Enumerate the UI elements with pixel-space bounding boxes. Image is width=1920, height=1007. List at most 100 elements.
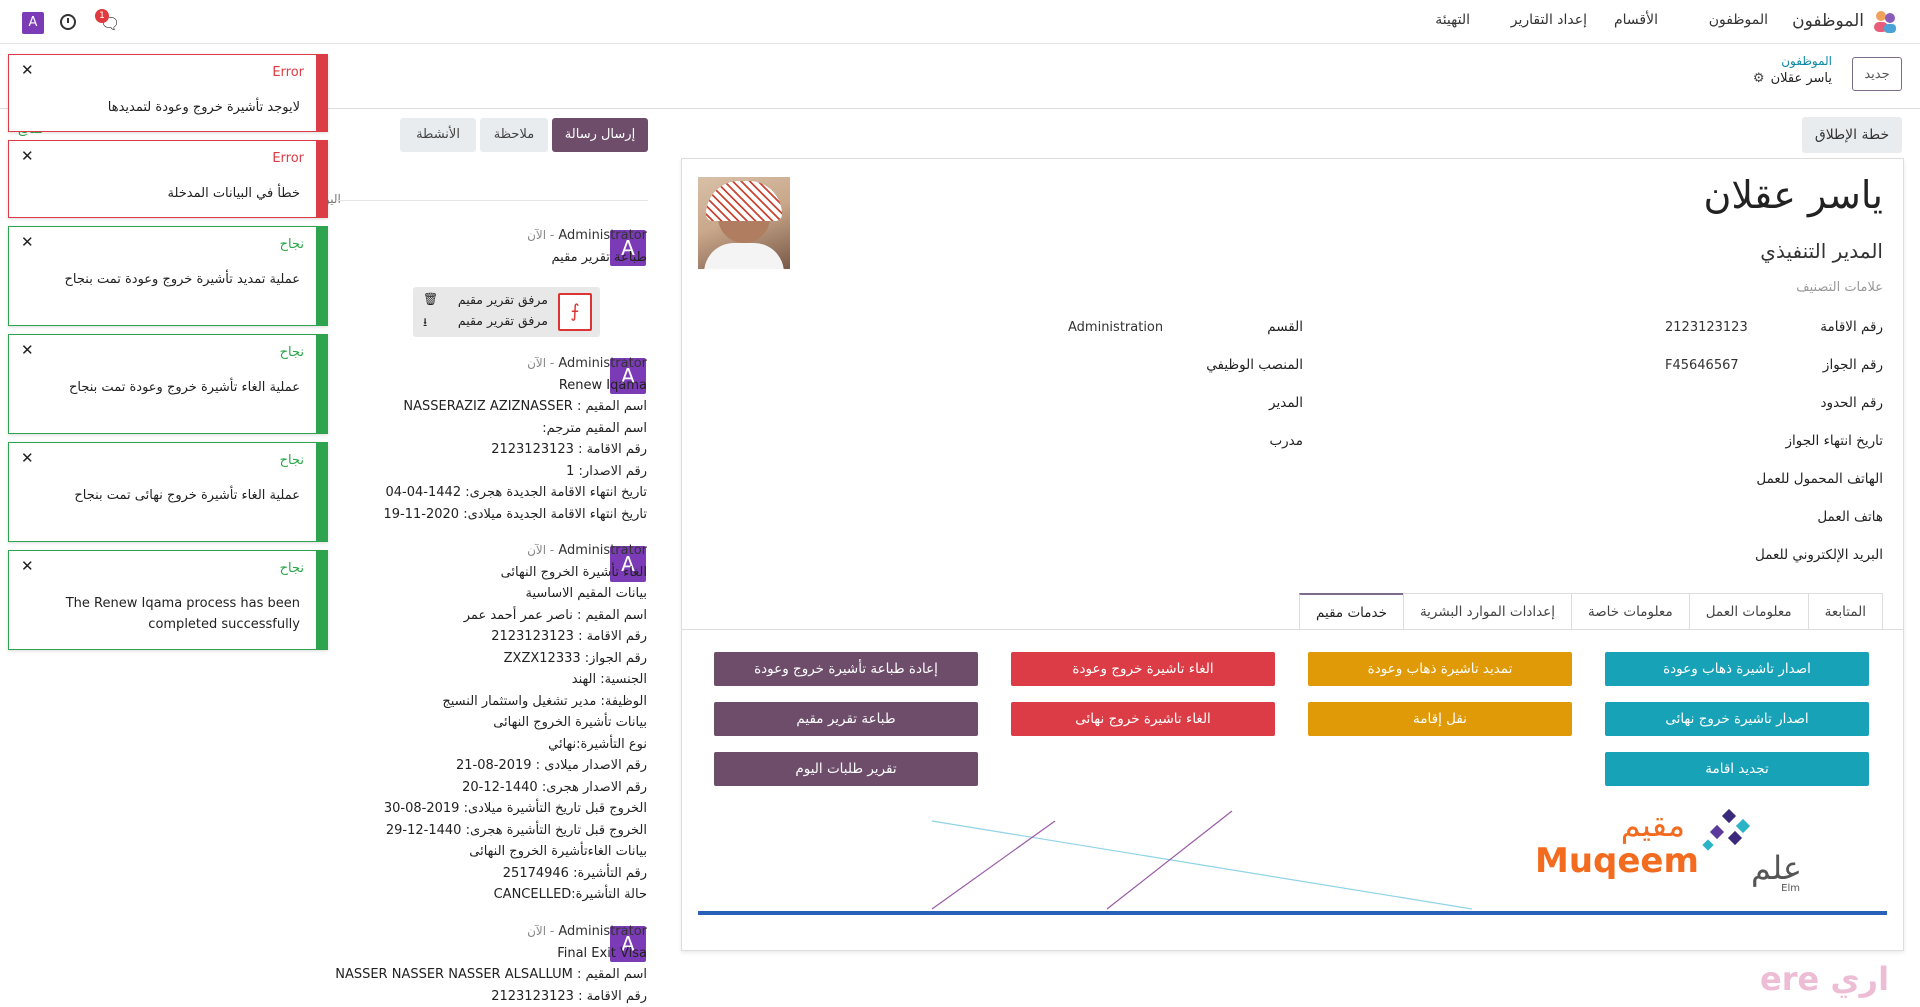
field-label-passport: رقم الجواز (1823, 357, 1883, 373)
toast-title: نجاح (280, 561, 304, 576)
top-navbar: الموظفون الموظفون الأقسام إعداد التقارير… (0, 0, 1920, 44)
employee-photo[interactable] (698, 177, 790, 269)
field-label-coach: مدرب (1269, 433, 1303, 449)
message-line: نوع التأشيرة:نهائي (384, 734, 647, 756)
message-line: رقم الاصدار ميلادى : 2019-08-21 (384, 755, 647, 777)
tabs-divider (682, 629, 1903, 630)
breadcrumb-current: ياسر عقلان ⚙ (1753, 71, 1832, 86)
user-avatar[interactable]: A (22, 12, 44, 34)
field-label-passport-expiry: تاريخ انتهاء الجواز (1785, 433, 1883, 449)
employee-name[interactable]: ياسر عقلان (1703, 173, 1883, 217)
tags-input[interactable]: علامات التصنيف (1796, 280, 1883, 295)
tab-follow-up[interactable]: المتابعة (1808, 593, 1883, 629)
chat-badge: 1 (95, 9, 109, 23)
field-label-iqama: رقم الاقامة (1820, 319, 1883, 335)
message-line: رقم الاقامة : 2123123123 (335, 986, 647, 1007)
today-requests-report-button[interactable]: تقرير طلبات اليوم (714, 752, 978, 786)
message-author-line: Administrator - الآن (384, 540, 647, 562)
elm-logo-en: Elm (1781, 883, 1800, 894)
issue-final-exit-visa-button[interactable]: اصدار تاشيرة خروج نهائى (1605, 702, 1869, 736)
field-value-department[interactable]: Administration (1068, 320, 1163, 335)
toast-message: عملية الغاء تأشيرة خروج وعودة تمت بنجاح (40, 377, 300, 398)
attachment-name[interactable]: مرفق تقرير مقيم (458, 292, 548, 307)
renew-iqama-button[interactable]: تجديد اقامة (1605, 752, 1869, 786)
attachment-card[interactable]: ⨍ مرفق تقرير مقيم مرفق تقرير مقيم 🗑 ⭳ (413, 287, 600, 337)
message-time: - الآن (527, 228, 554, 242)
close-icon[interactable]: ✕ (21, 233, 34, 251)
watermark-logo: ere اري (1760, 960, 1889, 998)
message-line: حالة التأشيرة:CANCELLED (384, 884, 647, 906)
close-icon[interactable]: ✕ (21, 147, 34, 165)
message-line: بيانات الغاءتأشيرة الخروج النهائى (384, 841, 647, 863)
muqeem-logo: مقيم Muqeem (1535, 807, 1685, 879)
message-author: Administrator (558, 543, 647, 558)
close-icon[interactable]: ✕ (21, 61, 34, 79)
tab-private-info[interactable]: معلومات خاصة (1571, 593, 1690, 629)
message-line: تاريخ انتهاء الاقامة الجديدة ميلادى: 202… (383, 504, 647, 526)
toast-message: عملية تمديد تأشيرة خروج وعودة تمت بنجاح (40, 269, 300, 290)
elm-logo: علم Elm (1702, 809, 1802, 894)
toast-title: Error (272, 65, 304, 80)
breadcrumb-parent[interactable]: الموظفون (1781, 54, 1832, 68)
nav-departments[interactable]: الأقسام (1614, 12, 1658, 28)
message-line: اسم المقيم : NASSER NASSER NASSER ALSALL… (335, 964, 647, 986)
app-brand[interactable]: الموظفون (1792, 8, 1898, 34)
message-author: Administrator (558, 228, 647, 243)
attachment-name[interactable]: مرفق تقرير مقيم (458, 313, 548, 328)
close-icon[interactable]: ✕ (21, 449, 34, 467)
breadcrumb-current-label: ياسر عقلان (1771, 71, 1832, 86)
field-value-passport[interactable]: F45646567 (1665, 358, 1739, 373)
send-message-button[interactable]: إرسال رسالة (552, 118, 648, 152)
photo-thobe (704, 243, 784, 269)
nav-configuration[interactable]: التهيئة (1435, 12, 1470, 28)
notification-toast: ✕ Error خطأ في البيانات المدخلة (8, 140, 328, 218)
extend-exit-reentry-visa-button[interactable]: تمديد تاشيرة ذهاب وعودة (1308, 652, 1572, 686)
clock-icon[interactable] (60, 14, 76, 30)
message-time: - الآن (527, 356, 554, 370)
message-author: Administrator (558, 356, 647, 371)
field-label-border-number: رقم الحدود (1821, 395, 1883, 411)
toast-title: نجاح (280, 345, 304, 360)
nav-employees[interactable]: الموظفون (1709, 12, 1768, 28)
message-item: Administrator - الآن طباعة تقرير مقيم (527, 225, 647, 268)
notification-toast: ✕ نجاح عملية الغاء تأشيرة خروج وعودة تمت… (8, 334, 328, 434)
employees-app-icon (1872, 8, 1898, 34)
notification-toast: ✕ نجاح عملية تمديد تأشيرة خروج وعودة تمت… (8, 226, 328, 326)
launch-plan-button[interactable]: خطة الإطلاق (1802, 117, 1902, 153)
reprint-exit-reentry-visa-button[interactable]: إعادة طباعة تأشيرة خروج وعودة (714, 652, 978, 686)
bottom-accent-line (698, 911, 1887, 915)
tab-work-info[interactable]: معلومات العمل (1689, 593, 1809, 629)
cancel-final-exit-visa-button[interactable]: الغاء تاشيرة خروج نهائى (1011, 702, 1275, 736)
muqeem-logo-en: Muqeem (1535, 843, 1685, 879)
notification-toast: ✕ نجاح The Renew Iqama process has been … (8, 550, 328, 650)
activities-button[interactable]: الأنشطة (400, 118, 476, 152)
issue-exit-reentry-visa-button[interactable]: اصدار تاشيرة ذهاب وعودة (1605, 652, 1869, 686)
message-line: رقم الاقامة : 2123123123 (384, 626, 647, 648)
message-line: اسم المقيم : ناصر عمر أحمد عمر (384, 605, 647, 627)
trash-icon[interactable]: 🗑 (423, 292, 438, 306)
tab-muqeem-services[interactable]: خدمات مقيم (1299, 593, 1404, 629)
message-line: الخروج قبل تاريخ التأشيرة هجرى: 1440-12-… (384, 820, 647, 842)
nav-reporting[interactable]: إعداد التقارير (1511, 12, 1587, 28)
close-icon[interactable]: ✕ (21, 341, 34, 359)
message-line: اسم المقيم : NASSERAZIZ AZIZNASSER (383, 396, 647, 418)
print-muqeem-report-button[interactable]: طباعة تقرير مقيم (714, 702, 978, 736)
download-icon[interactable]: ⭳ (423, 313, 427, 334)
message-author-line: Administrator - الآن (335, 921, 647, 943)
job-title[interactable]: المدير التنفيذي (1760, 239, 1883, 263)
field-value-iqama[interactable]: 2123123123 (1665, 320, 1748, 335)
note-button[interactable]: ملاحظة (480, 118, 548, 152)
tab-hr-settings[interactable]: إعدادات الموارد البشرية (1403, 593, 1572, 629)
gear-icon[interactable]: ⚙ (1753, 71, 1765, 86)
transfer-iqama-button[interactable]: نقل إقامة (1308, 702, 1572, 736)
chatter-divider (336, 200, 648, 201)
cancel-exit-reentry-visa-button[interactable]: الغاء تاشيرة خروج وعودة (1011, 652, 1275, 686)
message-line: رقم التأشيرة: 25174946 (384, 863, 647, 885)
pdf-icon: ⨍ (558, 293, 592, 331)
field-label-work-phone: هاتف العمل (1817, 509, 1883, 525)
new-button[interactable]: جديد (1852, 57, 1902, 91)
close-icon[interactable]: ✕ (21, 557, 34, 575)
notification-toast: ✕ Error لايوجد تأشيرة خروج وعودة لتمديده… (8, 54, 328, 132)
notification-toast: ✕ نجاح عملية الغاء تأشيرة خروج نهائى تمت… (8, 442, 328, 542)
toast-title: نجاح (280, 453, 304, 468)
